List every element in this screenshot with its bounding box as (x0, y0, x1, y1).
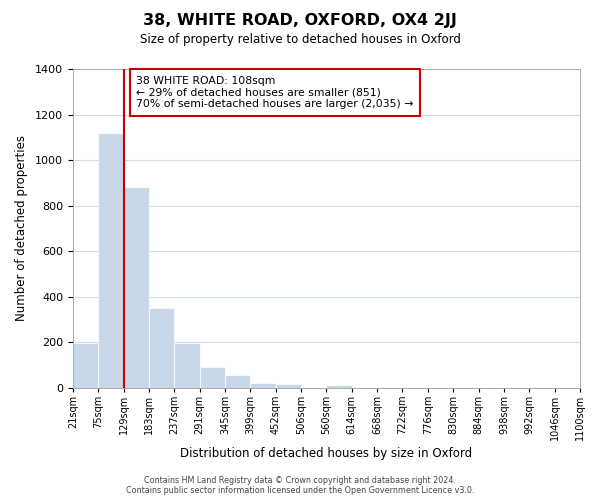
Y-axis label: Number of detached properties: Number of detached properties (15, 136, 28, 322)
Text: 38, WHITE ROAD, OXFORD, OX4 2JJ: 38, WHITE ROAD, OXFORD, OX4 2JJ (143, 12, 457, 28)
Bar (73, 344, 98, 388)
Text: Contains HM Land Registry data © Crown copyright and database right 2024.
Contai: Contains HM Land Registry data © Crown c… (126, 476, 474, 495)
Bar (326, 385, 352, 388)
Text: Size of property relative to detached houses in Oxford: Size of property relative to detached ho… (140, 32, 460, 46)
Bar (250, 383, 275, 388)
X-axis label: Distribution of detached houses by size in Oxford: Distribution of detached houses by size … (181, 447, 472, 460)
Bar (200, 368, 225, 388)
Bar (149, 308, 174, 388)
Bar (174, 344, 200, 388)
Bar (124, 188, 149, 388)
Text: 38 WHITE ROAD: 108sqm
← 29% of detached houses are smaller (851)
70% of semi-det: 38 WHITE ROAD: 108sqm ← 29% of detached … (136, 76, 413, 109)
Bar (225, 376, 250, 388)
Bar (275, 384, 301, 388)
Bar (98, 133, 124, 388)
